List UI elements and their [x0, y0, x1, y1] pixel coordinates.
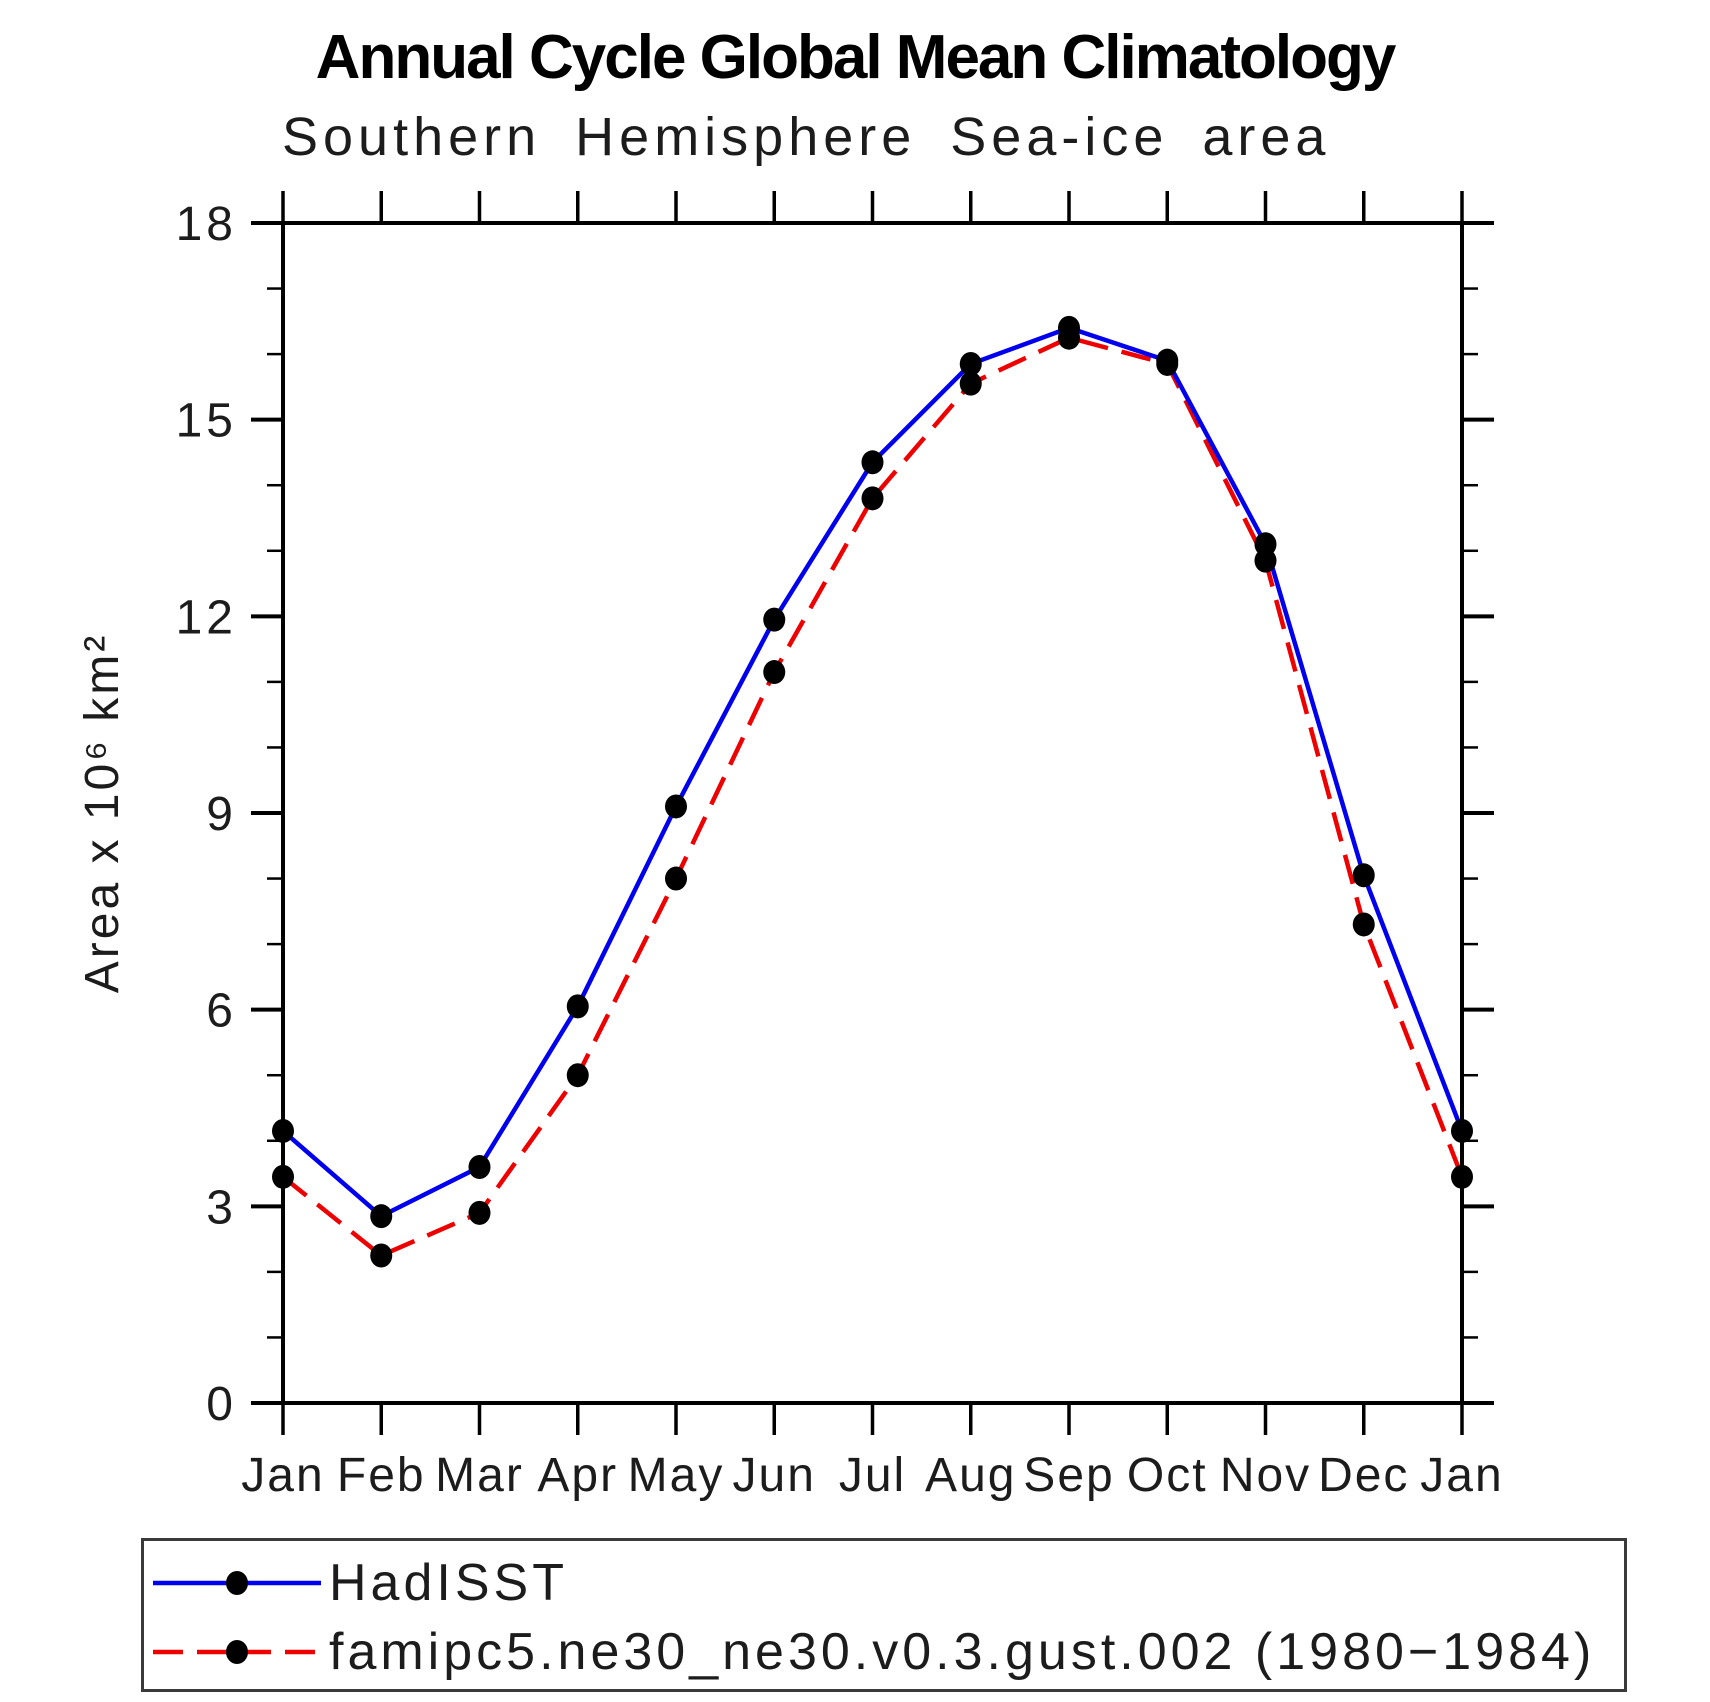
- data-point-marker-famipc5: [468, 1200, 491, 1225]
- x-tick-label: Jan: [1420, 1449, 1503, 1502]
- chart-title: Annual Cycle Global Mean Climatology: [315, 23, 1397, 92]
- data-point-marker-hadisst: [1451, 1118, 1473, 1143]
- data-point-marker-famipc5: [763, 660, 786, 685]
- y-tick-label: 0: [206, 1378, 237, 1431]
- plot-frame: [281, 221, 1464, 1405]
- x-tick-label: Apr: [537, 1449, 618, 1502]
- legend-label-famipc5: famipc5.ne30_ne30.v0.3.gust.002 (1980−19…: [329, 1623, 1596, 1681]
- y-tick-label: 9: [206, 788, 237, 841]
- x-tick-label: May: [628, 1449, 725, 1502]
- data-point-marker-hadisst: [763, 607, 786, 632]
- x-tick-label: Feb: [337, 1449, 426, 1502]
- data-point-marker-famipc5: [272, 1164, 294, 1189]
- x-tick-label: Mar: [435, 1449, 524, 1502]
- y-tick-label: 15: [176, 395, 237, 448]
- data-point-marker-hadisst: [370, 1204, 393, 1229]
- x-tick-label: Jan: [241, 1449, 324, 1502]
- legend-marker-icon: [226, 1640, 248, 1664]
- data-point-marker-famipc5: [566, 1063, 589, 1088]
- y-tick-label: 12: [176, 591, 237, 644]
- x-tick-label: Jul: [839, 1449, 906, 1502]
- data-point-marker-famipc5: [1451, 1164, 1473, 1189]
- data-point-marker-famipc5: [959, 371, 982, 396]
- x-tick-label: Aug: [925, 1449, 1016, 1502]
- data-point-marker-famipc5: [1058, 325, 1080, 350]
- legend-entry-hadisst: HadISST: [151, 1553, 568, 1613]
- y-tick-label: 3: [206, 1181, 237, 1234]
- data-point-marker-hadisst: [566, 994, 589, 1019]
- y-tick-label: 18: [176, 198, 237, 251]
- data-point-marker-famipc5: [665, 866, 687, 891]
- data-point-marker-famipc5: [861, 486, 884, 511]
- legend-label-hadisst: HadISST: [329, 1554, 568, 1612]
- legend-sample-famipc5: [153, 1640, 321, 1664]
- data-point-marker-hadisst: [468, 1155, 491, 1179]
- y-tick-label: 6: [206, 985, 237, 1038]
- chart-subtitle: Southern Hemisphere Sea-ice area: [282, 107, 1331, 167]
- data-point-marker-hadisst: [272, 1118, 294, 1143]
- data-point-marker-hadisst: [959, 351, 982, 376]
- x-tick-label: Oct: [1127, 1449, 1208, 1502]
- x-tick-label: Sep: [1023, 1449, 1114, 1502]
- data-point-marker-famipc5: [1254, 548, 1277, 573]
- x-tick-label: Dec: [1318, 1449, 1409, 1502]
- x-tick-label: Nov: [1220, 1449, 1311, 1502]
- data-point-marker-hadisst: [861, 450, 884, 475]
- legend-sample-hadisst: [153, 1571, 321, 1595]
- legend-entry-famipc5: famipc5.ne30_ne30.v0.3.gust.002 (1980−19…: [151, 1622, 1595, 1682]
- data-point-marker-hadisst: [665, 794, 687, 819]
- data-point-marker-famipc5: [1156, 351, 1179, 376]
- legend-marker-icon: [226, 1571, 248, 1595]
- x-tick-label: Jun: [733, 1449, 816, 1502]
- data-point-marker-famipc5: [1352, 912, 1375, 937]
- data-point-marker-hadisst: [1352, 863, 1375, 888]
- y-axis-title: Area x 10⁶ km²: [76, 633, 129, 994]
- series-line-famipc5: [281, 335, 1465, 1259]
- data-point-marker-famipc5: [370, 1243, 393, 1268]
- legend-box: HadISST famipc5.ne30_ne30.v0.3.gust.002 …: [141, 1538, 1627, 1692]
